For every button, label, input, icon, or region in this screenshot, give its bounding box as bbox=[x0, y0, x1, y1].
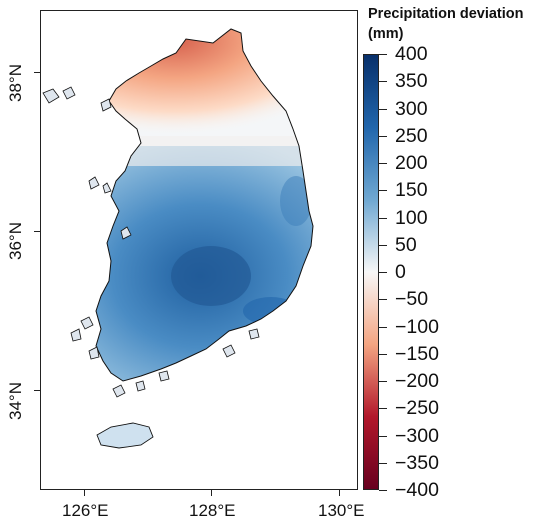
colorbar-tick bbox=[379, 109, 387, 110]
colorbar-label: 350 bbox=[395, 70, 428, 92]
x-tick-130e: 130°E bbox=[318, 501, 365, 520]
y-tick-38n: 38°N bbox=[6, 64, 25, 102]
colorbar-tick bbox=[379, 354, 387, 355]
colorbar-tick bbox=[379, 163, 387, 164]
colorbar bbox=[363, 54, 379, 490]
colorbar-label: 400 bbox=[395, 43, 428, 65]
colorbar-label: 50 bbox=[395, 234, 417, 256]
colorbar-label: −250 bbox=[395, 397, 439, 419]
legend-title-line2: (mm) bbox=[368, 26, 404, 42]
colorbar-label: −400 bbox=[395, 479, 439, 501]
colorbar-label: −300 bbox=[395, 425, 439, 447]
colorbar-label: −150 bbox=[395, 343, 439, 365]
colorbar-tick bbox=[379, 218, 387, 219]
legend-title-line1: Precipitation deviation bbox=[368, 6, 524, 22]
colorbar-tick bbox=[379, 463, 387, 464]
colorbar-tick bbox=[379, 54, 387, 55]
jeju-island bbox=[96, 422, 154, 449]
colorbar-label: 100 bbox=[395, 207, 428, 229]
colorbar-tick bbox=[379, 136, 387, 137]
legend-title: Precipitation deviation (mm) bbox=[368, 4, 548, 44]
x-tick-126e: 126°E bbox=[62, 501, 109, 520]
colorbar-label: 250 bbox=[395, 125, 428, 147]
colorbar-tick bbox=[379, 245, 387, 246]
colorbar-tick bbox=[379, 81, 387, 82]
y-tick-36n: 36°N bbox=[6, 222, 25, 260]
colorbar-label: −100 bbox=[395, 316, 439, 338]
precipitation-map bbox=[42, 28, 314, 449]
colorbar-tick bbox=[379, 381, 387, 382]
colorbar-tick bbox=[379, 272, 387, 273]
colorbar-label: 200 bbox=[395, 152, 428, 174]
colorbar-tick bbox=[379, 490, 387, 491]
colorbar-label: −200 bbox=[395, 370, 439, 392]
y-tick-34n: 34°N bbox=[6, 382, 25, 420]
colorbar-label: 0 bbox=[395, 261, 406, 283]
x-tick-128e: 128°E bbox=[189, 501, 236, 520]
colorbar-label: 150 bbox=[395, 179, 428, 201]
colorbar-label: 300 bbox=[395, 98, 428, 120]
colorbar-tick bbox=[379, 408, 387, 409]
colorbar-tick bbox=[379, 190, 387, 191]
colorbar-label: −50 bbox=[395, 288, 429, 310]
colorbar-tick bbox=[379, 436, 387, 437]
colorbar-label: −350 bbox=[395, 452, 439, 474]
map-panel bbox=[40, 10, 358, 490]
colorbar-tick bbox=[379, 299, 387, 300]
colorbar-tick bbox=[379, 327, 387, 328]
